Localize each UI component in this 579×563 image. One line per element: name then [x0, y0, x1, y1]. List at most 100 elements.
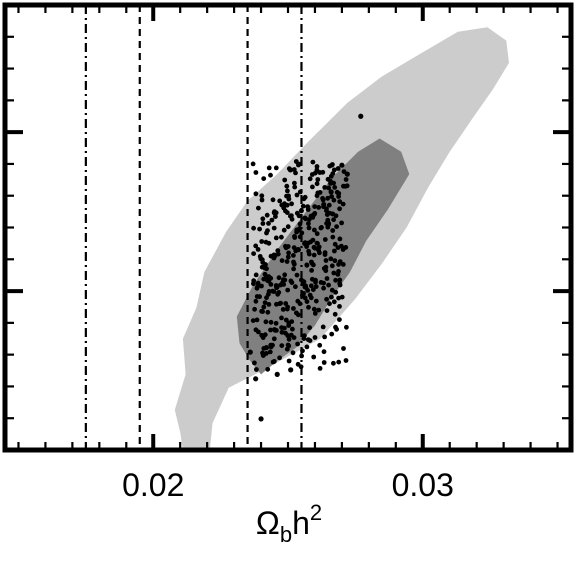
data-point — [358, 113, 364, 119]
data-point — [279, 329, 285, 335]
data-point — [255, 247, 261, 252]
data-point — [273, 320, 279, 326]
data-point — [274, 284, 280, 290]
data-point — [266, 302, 272, 307]
data-point — [277, 198, 283, 204]
data-point — [290, 350, 296, 356]
x-axis-label-base: Ω — [256, 505, 280, 541]
data-point — [333, 324, 338, 330]
data-point — [309, 268, 314, 273]
data-point — [312, 170, 318, 176]
data-point — [314, 231, 320, 237]
data-point — [329, 211, 335, 217]
data-point — [261, 352, 266, 358]
data-point — [306, 225, 312, 231]
data-point — [260, 259, 266, 265]
data-point — [294, 310, 299, 316]
data-point — [305, 337, 311, 343]
data-point — [259, 308, 264, 314]
data-point — [327, 301, 332, 307]
data-point — [336, 262, 341, 267]
data-point — [270, 342, 275, 348]
data-point — [344, 324, 349, 330]
data-point — [304, 344, 310, 350]
data-point — [311, 306, 317, 312]
data-point — [321, 285, 326, 291]
data-point — [285, 287, 291, 293]
data-point — [279, 325, 284, 330]
data-point — [306, 251, 312, 257]
data-point — [260, 216, 266, 222]
data-point — [273, 214, 278, 220]
data-point — [324, 208, 329, 214]
data-point — [262, 332, 268, 338]
data-point — [271, 289, 277, 294]
data-point — [337, 236, 343, 242]
x-axis-label-sub: b — [280, 522, 292, 547]
data-point — [310, 184, 315, 190]
data-point — [324, 276, 330, 281]
data-point — [286, 343, 292, 349]
data-point — [315, 177, 321, 182]
data-point — [297, 234, 303, 240]
data-point — [324, 212, 330, 218]
data-point — [326, 282, 331, 288]
data-point — [247, 349, 253, 355]
data-point — [253, 376, 259, 382]
data-point — [295, 341, 300, 347]
data-point — [292, 180, 297, 186]
data-point — [341, 346, 346, 351]
data-point — [270, 359, 276, 365]
data-point — [335, 272, 341, 277]
data-point — [331, 167, 337, 173]
data-point — [329, 263, 335, 269]
data-point — [308, 283, 314, 289]
data-point — [328, 173, 334, 179]
data-point — [253, 191, 259, 197]
data-point — [301, 196, 307, 202]
data-point — [286, 320, 292, 326]
data-point — [337, 199, 343, 205]
data-point — [250, 318, 256, 323]
data-point — [339, 220, 344, 226]
data-point — [270, 197, 276, 203]
data-point — [299, 230, 305, 236]
data-point — [317, 250, 322, 256]
data-point — [273, 165, 279, 171]
data-point — [259, 193, 265, 199]
data-point — [306, 221, 311, 227]
data-point — [255, 280, 261, 286]
data-point — [339, 162, 345, 168]
data-point — [317, 190, 323, 195]
data-point — [331, 360, 336, 366]
data-point — [303, 285, 309, 290]
data-point — [297, 189, 303, 195]
data-point — [271, 210, 277, 216]
data-point — [286, 250, 291, 256]
data-point — [285, 304, 290, 310]
data-point — [294, 272, 300, 278]
data-point — [299, 208, 304, 214]
data-point — [286, 196, 292, 202]
data-point — [304, 299, 310, 304]
data-point — [265, 366, 271, 372]
x-axis-label: Ωbh2 — [256, 500, 322, 547]
data-point — [332, 311, 338, 317]
data-point — [268, 172, 273, 178]
data-point — [277, 355, 282, 361]
x-tick-label: 0.03 — [392, 467, 454, 503]
data-point — [251, 225, 256, 231]
data-point — [252, 360, 257, 366]
sample-points — [247, 113, 364, 422]
data-point — [321, 349, 327, 355]
data-point — [274, 301, 279, 307]
data-point — [301, 291, 306, 296]
data-point — [259, 239, 265, 244]
data-point — [321, 360, 327, 365]
data-point — [251, 281, 256, 287]
data-point — [333, 277, 338, 283]
data-point — [343, 245, 349, 250]
data-point — [311, 354, 317, 360]
data-point — [264, 212, 270, 218]
data-point — [268, 327, 273, 333]
